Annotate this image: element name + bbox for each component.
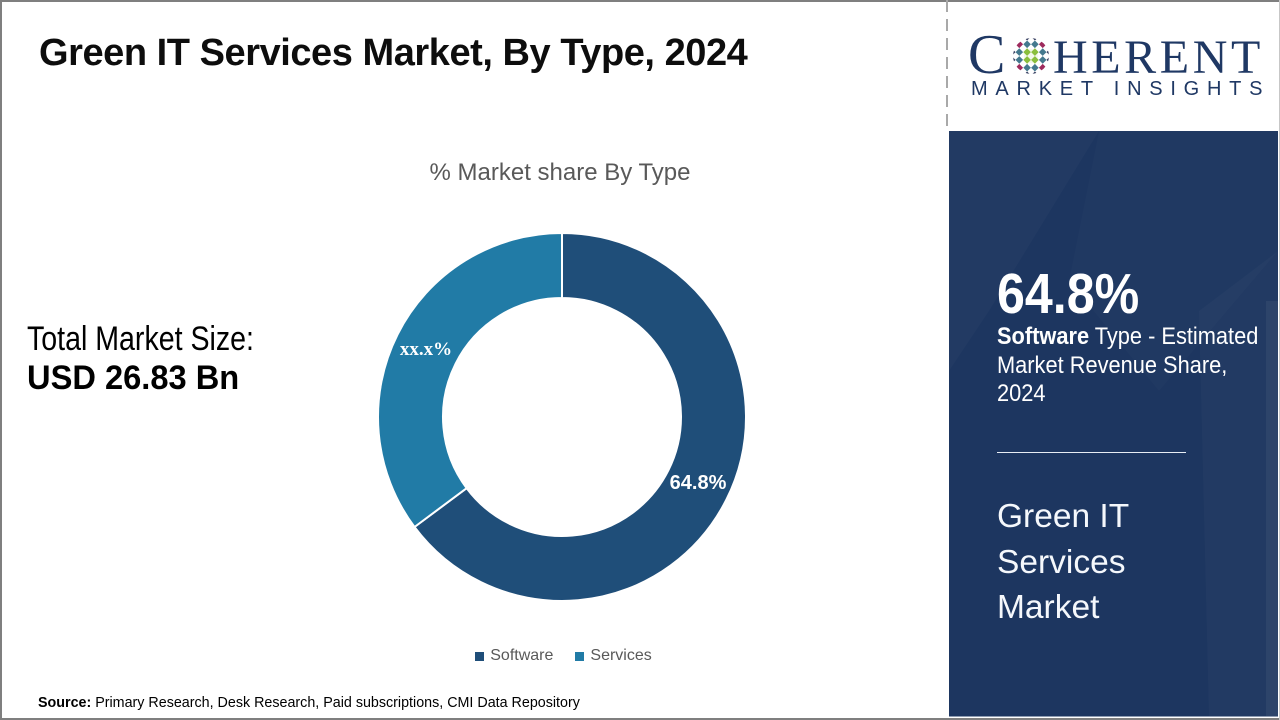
svg-text:C: C: [968, 28, 1005, 86]
svg-text:MARKET INSIGHTS: MARKET INSIGHTS: [971, 78, 1268, 100]
svg-text:HERENT: HERENT: [1053, 31, 1264, 84]
